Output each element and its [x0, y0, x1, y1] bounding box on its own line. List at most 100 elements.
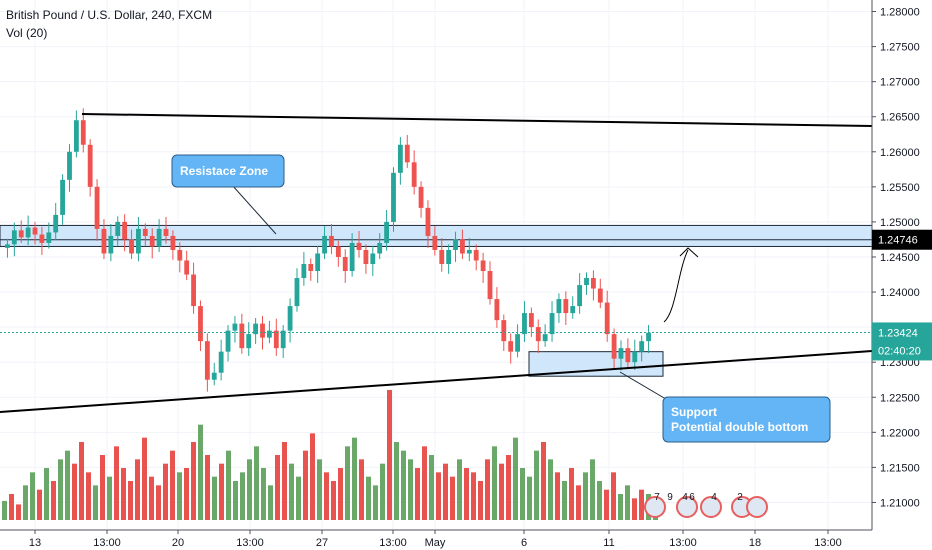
price-tick-label: 1.25000 [880, 217, 920, 229]
event-flag-count: 4 [682, 492, 688, 503]
volume-bar [639, 489, 644, 520]
candle-body [39, 234, 45, 243]
volume-bar [597, 481, 602, 520]
candle-body [218, 351, 224, 373]
time-tick-label: 27 [316, 537, 328, 549]
trend-lines [0, 113, 873, 413]
candle-body [597, 288, 603, 303]
volume-bar [156, 485, 161, 520]
volume-bar [296, 476, 301, 520]
volume-bar [289, 463, 294, 520]
economic-event-flag-icon [746, 496, 768, 518]
candle-body [266, 330, 272, 338]
time-tick-label: 13:00 [379, 537, 407, 549]
candle-body [646, 332, 651, 342]
candle-body [225, 330, 231, 352]
event-flag-count: 4 [711, 492, 717, 503]
candle-body [198, 306, 203, 342]
volume-bars [2, 390, 658, 520]
candle-body [556, 299, 562, 314]
resistance-callout-box [171, 154, 285, 188]
candle-body [322, 235, 327, 254]
candle-body [232, 323, 238, 331]
candle-body [515, 334, 520, 352]
volume-bar [576, 485, 581, 520]
candle-body [542, 334, 548, 342]
time-tick-label: 13 [29, 537, 41, 549]
time-tick-label: 13:00 [236, 537, 264, 549]
resistance-price-tag [872, 229, 932, 250]
candle-body [391, 172, 396, 222]
last-price-tag [872, 322, 932, 361]
projection-curve [663, 249, 689, 323]
candle-body [211, 372, 217, 380]
candle-body [32, 227, 38, 235]
candle-body [329, 235, 334, 247]
volume-bar [72, 463, 77, 520]
time-tick-label: 13:00 [93, 537, 121, 549]
volume-bar [128, 481, 133, 520]
time-tick-label: 18 [749, 537, 761, 549]
volume-bar [590, 459, 595, 520]
volume-bar [254, 446, 259, 520]
candle-body [25, 227, 31, 238]
time-tick-label: 6 [521, 537, 527, 549]
volume-bar [331, 481, 336, 520]
volume-bar [58, 459, 63, 520]
volume-bar [499, 463, 504, 520]
volume-bar [345, 446, 350, 520]
candle-body [522, 313, 527, 335]
candle-body [439, 249, 445, 264]
volume-bar [359, 459, 364, 520]
volume-bar [625, 485, 630, 520]
candle-body [260, 323, 265, 338]
candle-body [618, 348, 624, 359]
candle-body [156, 228, 162, 247]
support-zone-rect [528, 351, 664, 377]
candle-body [191, 274, 196, 307]
volume-bar [534, 450, 539, 520]
chart-grid [0, 0, 872, 530]
volume-bar [513, 437, 518, 520]
volume-bar [170, 450, 175, 520]
candle-body [204, 341, 210, 380]
candle-body [170, 235, 176, 250]
volume-bar [611, 472, 616, 520]
economic-event-flag-icon [700, 496, 722, 518]
volume-bar [450, 476, 455, 520]
price-tick-label: 1.21500 [880, 462, 920, 474]
candle-body [466, 249, 472, 254]
volume-bar [366, 476, 371, 520]
price-tick-label: 1.22500 [880, 392, 920, 404]
volume-bar [485, 459, 490, 520]
volume-bar [205, 455, 210, 520]
candle-body [5, 244, 10, 248]
candle-body [535, 327, 541, 342]
candle-body [425, 207, 431, 236]
candle-body [101, 228, 107, 254]
candle-body [363, 249, 369, 264]
candle-body [18, 230, 24, 238]
resistance-callout-label: Resistace Zone [180, 164, 268, 178]
countdown-tag-label: 02:40:20 [878, 345, 921, 357]
volume-bar [23, 485, 28, 520]
event-flag-count: 7 [654, 492, 660, 503]
projection-arrowhead [679, 247, 699, 258]
volume-bar [163, 463, 168, 520]
time-tick-label: 20 [172, 537, 184, 549]
resistance-callout-pointer [231, 184, 277, 235]
volume-bar [114, 446, 119, 520]
candle-body [370, 253, 376, 264]
candle-body [301, 264, 307, 279]
volume-bar [191, 442, 196, 520]
volume-bar [135, 459, 140, 520]
candle-body [397, 144, 403, 173]
volume-bar [380, 463, 385, 520]
volume-bar [492, 446, 497, 520]
volume-bar [324, 472, 329, 520]
candle-body [563, 299, 569, 314]
candle-body [508, 341, 514, 352]
